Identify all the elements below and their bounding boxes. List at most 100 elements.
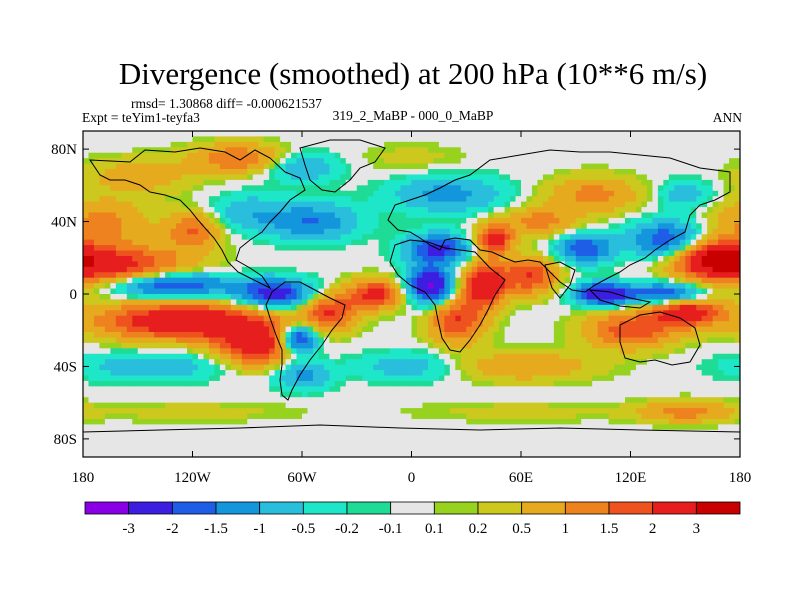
- field-cell: [110, 228, 117, 235]
- field-cell: [625, 179, 632, 186]
- field-cell: [657, 158, 664, 165]
- field-cell: [318, 217, 325, 224]
- field-cell: [280, 179, 287, 186]
- field-cell: [482, 179, 489, 186]
- field-cell: [389, 169, 396, 176]
- field-cell: [657, 223, 664, 230]
- field-cell: [263, 250, 270, 257]
- field-cell: [159, 158, 166, 165]
- field-cell: [280, 207, 287, 214]
- field-cell: [132, 337, 139, 344]
- field-cell: [427, 326, 434, 333]
- field-cell: [263, 217, 270, 224]
- field-cell: [143, 310, 150, 317]
- field-cell: [159, 152, 166, 159]
- field-cell: [570, 310, 577, 317]
- field-cell: [318, 337, 325, 344]
- field-cell: [154, 136, 161, 143]
- field-cell: [280, 141, 287, 148]
- field-cell: [148, 234, 155, 241]
- field-cell: [707, 179, 714, 186]
- field-cell: [406, 321, 413, 328]
- field-cell: [729, 261, 736, 268]
- field-cell: [663, 174, 670, 181]
- field-cell: [302, 169, 309, 176]
- field-cell: [564, 310, 571, 317]
- field-cell: [712, 342, 719, 349]
- field-cell: [521, 261, 528, 268]
- field-cell: [296, 201, 303, 208]
- field-cell: [334, 353, 341, 360]
- field-cell: [466, 163, 473, 170]
- field-cell: [455, 272, 462, 279]
- field-cell: [384, 174, 391, 181]
- field-cell: [302, 158, 309, 165]
- field-cell: [586, 196, 593, 203]
- field-cell: [444, 250, 451, 257]
- field-cell: [696, 136, 703, 143]
- field-cell: [291, 131, 298, 138]
- field-cell: [488, 310, 495, 317]
- field-cell: [302, 310, 309, 317]
- field-cell: [586, 163, 593, 170]
- field-cell: [416, 277, 424, 284]
- field-cell: [619, 201, 626, 208]
- field-cell: [225, 190, 232, 197]
- field-cell: [679, 163, 686, 170]
- field-cell: [280, 288, 287, 295]
- field-cell: [630, 217, 637, 224]
- field-cell: [553, 207, 560, 214]
- field-cell: [132, 277, 139, 284]
- field-cell: [685, 158, 692, 165]
- field-cell: [269, 294, 276, 301]
- field-cell: [652, 152, 659, 159]
- field-cell: [170, 169, 177, 176]
- field-cell: [641, 228, 648, 235]
- field-cell: [340, 223, 347, 230]
- field-cell: [416, 245, 424, 252]
- field-cell: [176, 299, 183, 306]
- field-cell: [219, 283, 226, 290]
- field-cell: [312, 207, 320, 214]
- field-cell: [203, 169, 210, 176]
- field-cell: [542, 196, 549, 203]
- field-cell: [411, 169, 418, 176]
- field-cell: [723, 212, 730, 219]
- field-cell: [603, 255, 610, 262]
- field-cell: [614, 234, 621, 241]
- field-cell: [247, 207, 254, 214]
- field-cell: [170, 332, 177, 339]
- field-cell: [176, 245, 183, 252]
- field-cell: [88, 228, 95, 235]
- field-cell: [126, 174, 133, 181]
- field-cell: [641, 239, 648, 246]
- field-cell: [406, 141, 413, 148]
- field-cell: [307, 353, 314, 360]
- field-cell: [115, 179, 122, 186]
- field-cell: [690, 337, 697, 344]
- field-cell: [159, 196, 166, 203]
- field-cell: [296, 342, 303, 349]
- field-cell: [384, 255, 391, 262]
- field-cell: [482, 201, 489, 208]
- field-cell: [400, 250, 407, 257]
- field-cell: [345, 147, 352, 154]
- field-cell: [696, 337, 703, 344]
- field-cell: [537, 234, 544, 241]
- field-cell: [219, 152, 226, 159]
- field-cell: [356, 266, 363, 273]
- field-cell: [104, 310, 111, 317]
- field-cell: [455, 223, 462, 230]
- field-cell: [526, 136, 533, 143]
- field-cell: [192, 174, 199, 181]
- field-cell: [729, 217, 736, 224]
- field-cell: [296, 207, 303, 214]
- field-cell: [203, 179, 210, 186]
- field-cell: [597, 158, 604, 165]
- field-cell: [455, 228, 462, 235]
- field-cell: [104, 326, 111, 333]
- field-cell: [449, 147, 456, 154]
- field-cell: [411, 310, 418, 317]
- field-cell: [592, 217, 599, 224]
- field-cell: [608, 228, 615, 235]
